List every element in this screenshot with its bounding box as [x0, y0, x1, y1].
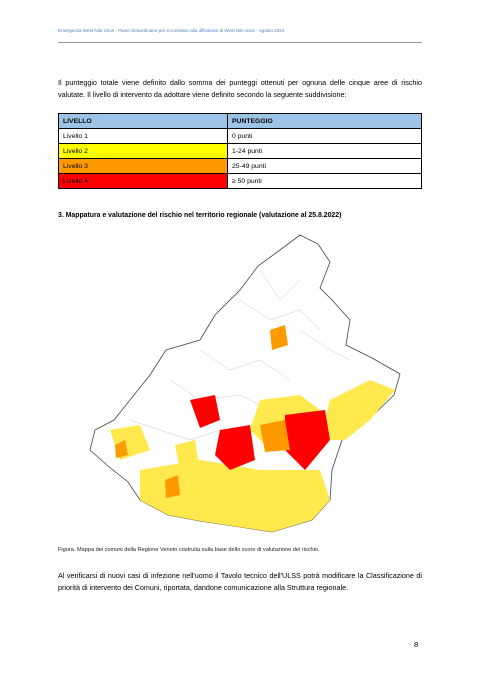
- section-title: 3. Mappatura e valutazione del rischio n…: [58, 212, 342, 219]
- intro-paragraph: Il punteggio totale viene definito dallo…: [58, 78, 422, 99]
- header-rule: [58, 42, 422, 43]
- table-cell: Livello 1: [58, 128, 228, 144]
- table-cell: 0 punti: [227, 128, 422, 144]
- risk-map: [89, 234, 401, 533]
- table-cell: 1-24 punti: [227, 143, 422, 159]
- table-cell: ≥ 50 punti: [227, 173, 422, 189]
- table-cell: Livello 4: [58, 173, 228, 189]
- table-row: Livello 3 25-49 punti: [58, 158, 422, 174]
- table-cell: Livello 2: [58, 143, 228, 159]
- running-header: Emergenza West Nile Virus - Piano Straor…: [58, 28, 285, 33]
- table-row: Livello 4 ≥ 50 punti: [58, 173, 422, 189]
- figure-caption: Figura. Mappa dei comuni della Regione V…: [58, 547, 320, 553]
- table-cell: Livello 3: [58, 158, 228, 174]
- column-header: LIVELLO: [58, 113, 228, 129]
- table-row: Livello 2 1-24 punti: [58, 143, 422, 159]
- page-number: 8: [414, 640, 419, 649]
- risk-areas: [110, 325, 395, 532]
- column-header: PUNTEGGIO: [227, 113, 422, 129]
- closing-paragraph: Al verificarsi di nuovi casi di infezion…: [58, 571, 422, 592]
- table-cell: 25-49 punti: [227, 158, 422, 174]
